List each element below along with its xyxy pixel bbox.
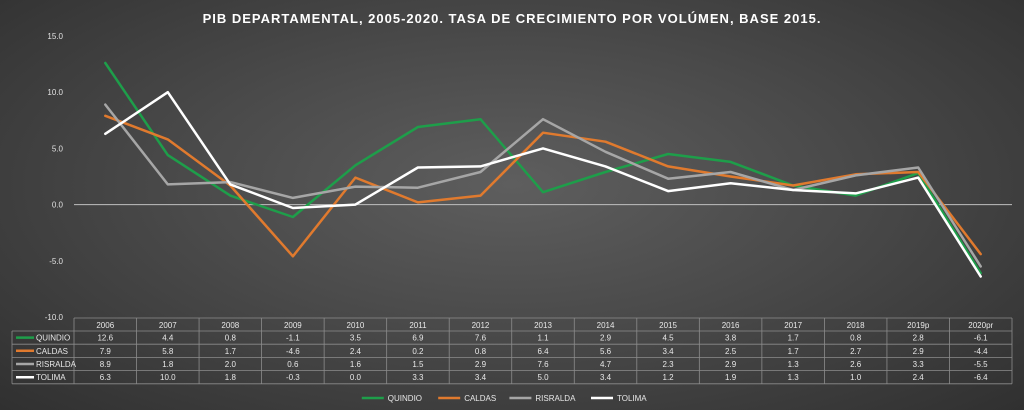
data-label: 6.3 <box>100 373 112 382</box>
data-label: 1.8 <box>162 360 174 369</box>
data-label: 3.4 <box>475 373 487 382</box>
row-series-label: CALDAS <box>36 347 68 356</box>
data-label: 3.5 <box>350 334 362 343</box>
data-label: 0.8 <box>475 347 487 356</box>
legend-label: QUINDIO <box>388 394 422 403</box>
data-label: 0.8 <box>225 334 237 343</box>
x-tick-label: 2019p <box>907 321 930 330</box>
x-tick-label: 2008 <box>221 321 239 330</box>
data-label: -4.6 <box>286 347 300 356</box>
legend: QUINDIO CALDAS RISRALDA TOLIMA <box>361 394 647 403</box>
x-tick-label: 2020pr <box>968 321 993 330</box>
y-axis: 15.0 10.0 5.0 0.0 -5.0 -10.0 <box>45 32 1012 322</box>
data-label: 12.6 <box>97 334 113 343</box>
data-label: 2.4 <box>913 373 925 382</box>
data-label: 3.3 <box>412 373 424 382</box>
data-label: 5.8 <box>162 347 174 356</box>
x-tick-label: 2010 <box>347 321 365 330</box>
legend-label: RISRALDA <box>535 394 576 403</box>
series-line-risralda <box>104 103 982 268</box>
x-tick-label: 2012 <box>472 321 490 330</box>
data-label: -0.3 <box>286 373 300 382</box>
x-tick-label: 2015 <box>659 321 677 330</box>
data-label: 1.7 <box>788 334 800 343</box>
data-label: 1.1 <box>537 334 549 343</box>
x-tick-label: 2006 <box>96 321 114 330</box>
data-label: 3.4 <box>663 347 675 356</box>
data-label: 7.9 <box>100 347 112 356</box>
x-tick-label: 2013 <box>534 321 552 330</box>
row-series-label: RISRALDA <box>36 360 77 369</box>
data-label: 7.6 <box>537 360 549 369</box>
data-label: 2.8 <box>913 334 925 343</box>
data-label: 5.0 <box>537 373 549 382</box>
data-label: 1.3 <box>788 360 800 369</box>
data-label: 2.5 <box>725 347 737 356</box>
data-label: -6.1 <box>974 334 988 343</box>
y-tick-label: 15.0 <box>47 32 63 41</box>
data-label: 1.7 <box>788 347 800 356</box>
series-line-quindio <box>104 61 982 275</box>
data-label: 2.9 <box>913 347 925 356</box>
row-series-label: TOLIMA <box>36 373 66 382</box>
data-label: 3.4 <box>600 373 612 382</box>
x-tick-label: 2011 <box>409 321 427 330</box>
data-label: 8.9 <box>100 360 112 369</box>
data-label: -6.4 <box>974 373 988 382</box>
legend-label: TOLIMA <box>617 394 647 403</box>
y-tick-label: 0.0 <box>52 201 64 210</box>
data-label: 5.6 <box>600 347 612 356</box>
y-tick-label: 5.0 <box>52 144 64 153</box>
data-label: 4.5 <box>663 334 675 343</box>
data-label: 7.6 <box>475 334 487 343</box>
x-tick-label: 2014 <box>597 321 615 330</box>
y-tick-label: -10.0 <box>45 313 64 322</box>
data-label: 4.7 <box>600 360 612 369</box>
x-tick-label: 2018 <box>847 321 865 330</box>
data-table: 2006 2007 2008 2009 2010 2011 2012 2013 2014 2015… <box>11 317 1013 385</box>
data-label: 10.0 <box>160 373 176 382</box>
data-label: 0.0 <box>350 373 362 382</box>
data-label: 1.5 <box>412 360 424 369</box>
data-label: 6.9 <box>412 334 424 343</box>
data-label: 2.7 <box>850 347 862 356</box>
x-tick-label: 2017 <box>784 321 802 330</box>
data-label: 2.9 <box>600 334 612 343</box>
plot-area <box>104 61 982 278</box>
data-label: 2.6 <box>850 360 862 369</box>
y-tick-label: 10.0 <box>47 88 63 97</box>
x-tick-label: 2016 <box>722 321 740 330</box>
x-tick-label: 2007 <box>159 321 177 330</box>
data-label: 3.8 <box>725 334 737 343</box>
data-label: 3.3 <box>913 360 925 369</box>
data-label: 0.8 <box>850 334 862 343</box>
data-label: -1.1 <box>286 334 300 343</box>
data-label: 1.9 <box>725 373 737 382</box>
data-label: 2.4 <box>350 347 362 356</box>
x-tick-label: 2009 <box>284 321 302 330</box>
data-label: -4.4 <box>974 347 988 356</box>
data-label: 1.2 <box>663 373 675 382</box>
legend-label: CALDAS <box>464 394 496 403</box>
data-label: -5.5 <box>974 360 988 369</box>
data-label: 2.9 <box>475 360 487 369</box>
y-tick-label: -5.0 <box>49 257 63 266</box>
data-label: 0.6 <box>287 360 299 369</box>
data-label: 2.3 <box>663 360 675 369</box>
data-label: 2.0 <box>225 360 237 369</box>
data-label: 6.4 <box>537 347 549 356</box>
data-label: 1.3 <box>788 373 800 382</box>
data-label: 1.0 <box>850 373 862 382</box>
row-series-label: QUINDIO <box>36 334 70 343</box>
data-label: 1.8 <box>225 373 237 382</box>
data-label: 1.7 <box>225 347 237 356</box>
data-label: 0.2 <box>412 347 424 356</box>
chart-title: PIB DEPARTAMENTAL, 2005-2020. TASA DE CR… <box>203 11 822 26</box>
series-line-tolima <box>104 90 982 278</box>
data-label: 2.9 <box>725 360 737 369</box>
series-line-caldas <box>104 114 982 258</box>
data-label: 4.4 <box>162 334 174 343</box>
data-label: 1.6 <box>350 360 362 369</box>
